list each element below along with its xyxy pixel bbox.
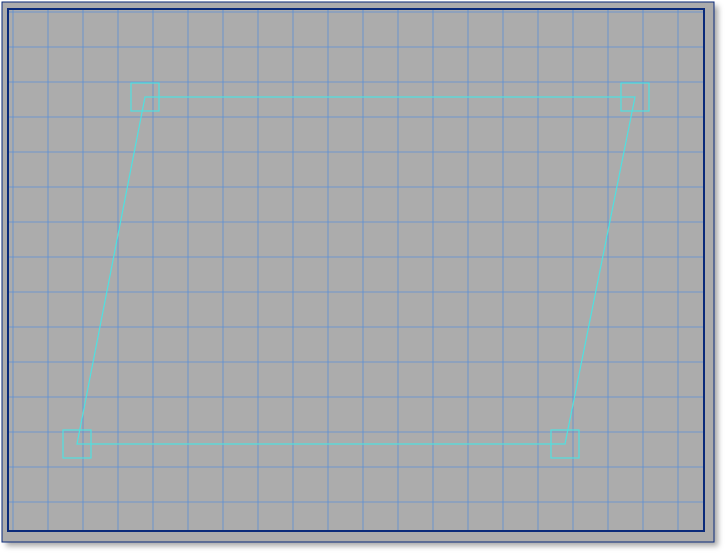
canvas-background [2,2,714,542]
handle-top-left[interactable] [130,82,160,112]
handle-bottom-left[interactable] [62,429,92,459]
quad-outline[interactable] [76,96,636,445]
canvas-frame [7,8,705,532]
handle-top-right[interactable] [620,82,650,112]
quad-shape[interactable] [62,82,650,459]
handle-bottom-right[interactable] [550,429,580,459]
canvas-outer-frame [1,1,715,543]
